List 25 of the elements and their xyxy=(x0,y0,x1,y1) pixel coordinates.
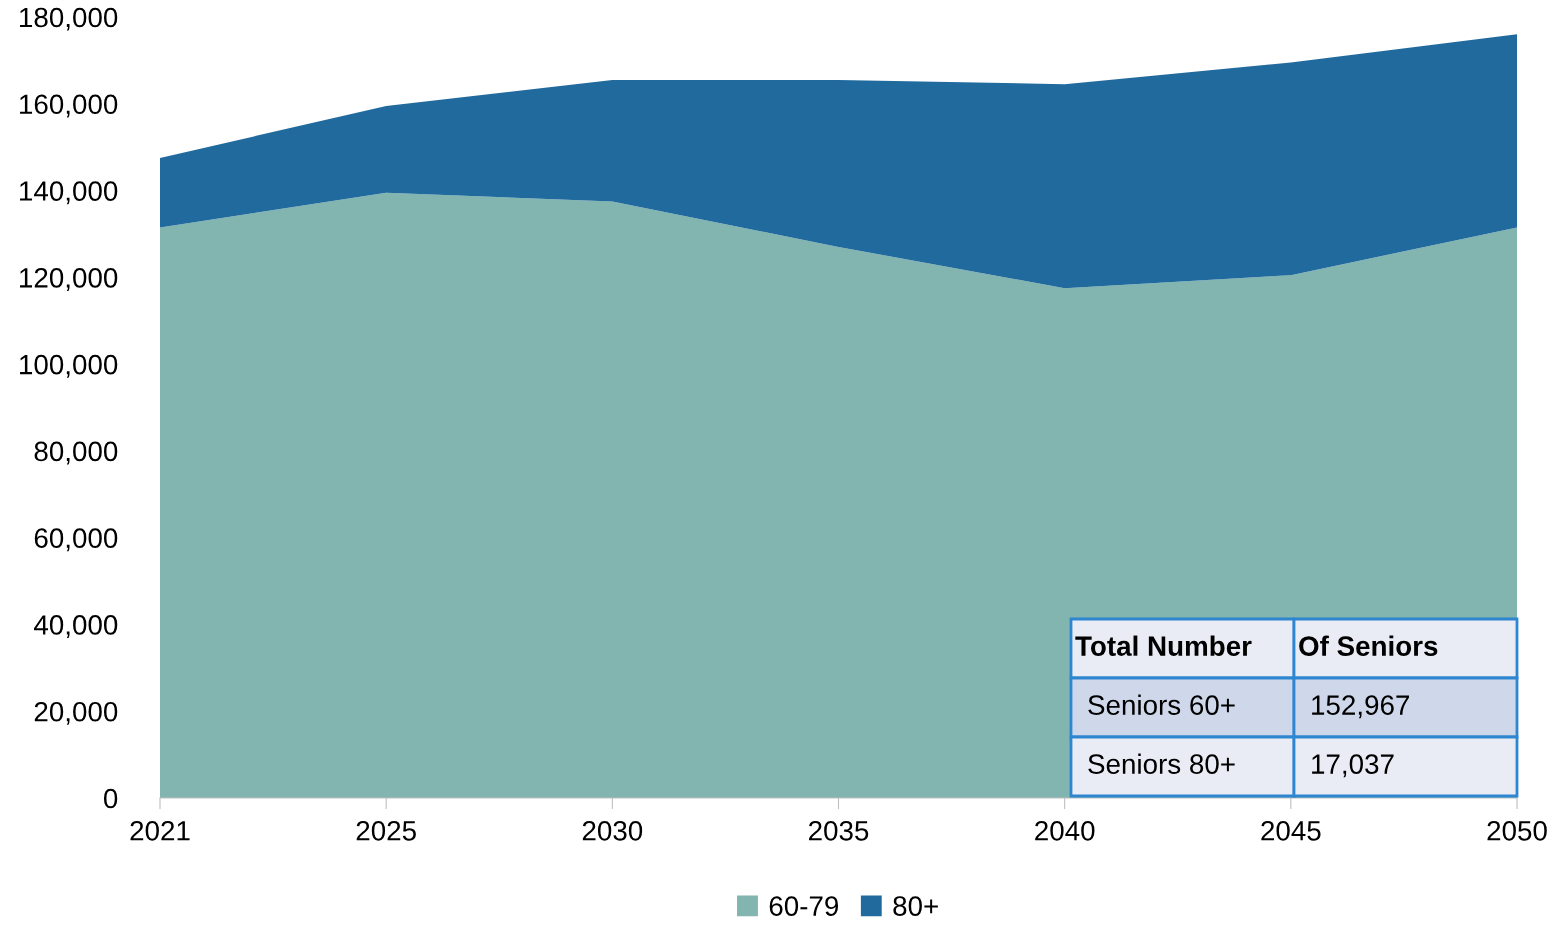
legend-label: 80+ xyxy=(893,896,938,916)
x-tick-label: 2030 xyxy=(582,820,643,841)
y-tick-label: 180,000 xyxy=(20,7,118,31)
x-tick-label: 2045 xyxy=(1261,820,1321,841)
y-tick-label: 140,000 xyxy=(20,181,118,205)
legend-label: 60-79 xyxy=(769,896,839,916)
annotation: Seniors 80+ xyxy=(1088,753,1235,774)
x-tick-label: 2025 xyxy=(356,820,416,841)
x-tick-label: 2050 xyxy=(1487,820,1547,841)
y-tick-label: 40,000 xyxy=(34,615,118,639)
y-tick-label: 160,000 xyxy=(20,94,118,118)
y-tick-label: 60,000 xyxy=(34,528,118,552)
annotation: 17,037 xyxy=(1312,754,1394,778)
x-tick-label: 2021 xyxy=(130,820,190,841)
y-tick-label: 80,000 xyxy=(34,441,118,465)
y-tick-label: 120,000 xyxy=(20,268,118,291)
x-tick-label: 2040 xyxy=(1035,820,1095,841)
annotation: 152,967 xyxy=(1312,695,1410,719)
annotation: Total Number xyxy=(1075,635,1252,656)
y-tick-label: 0 xyxy=(103,788,118,809)
annotation: Of Seniors xyxy=(1299,635,1438,656)
y-tick-label: 20,000 xyxy=(34,701,118,725)
y-tick-label: 100,000 xyxy=(20,354,118,378)
x-tick-label: 2035 xyxy=(809,820,869,841)
annotation: Seniors 60+ xyxy=(1088,694,1235,715)
